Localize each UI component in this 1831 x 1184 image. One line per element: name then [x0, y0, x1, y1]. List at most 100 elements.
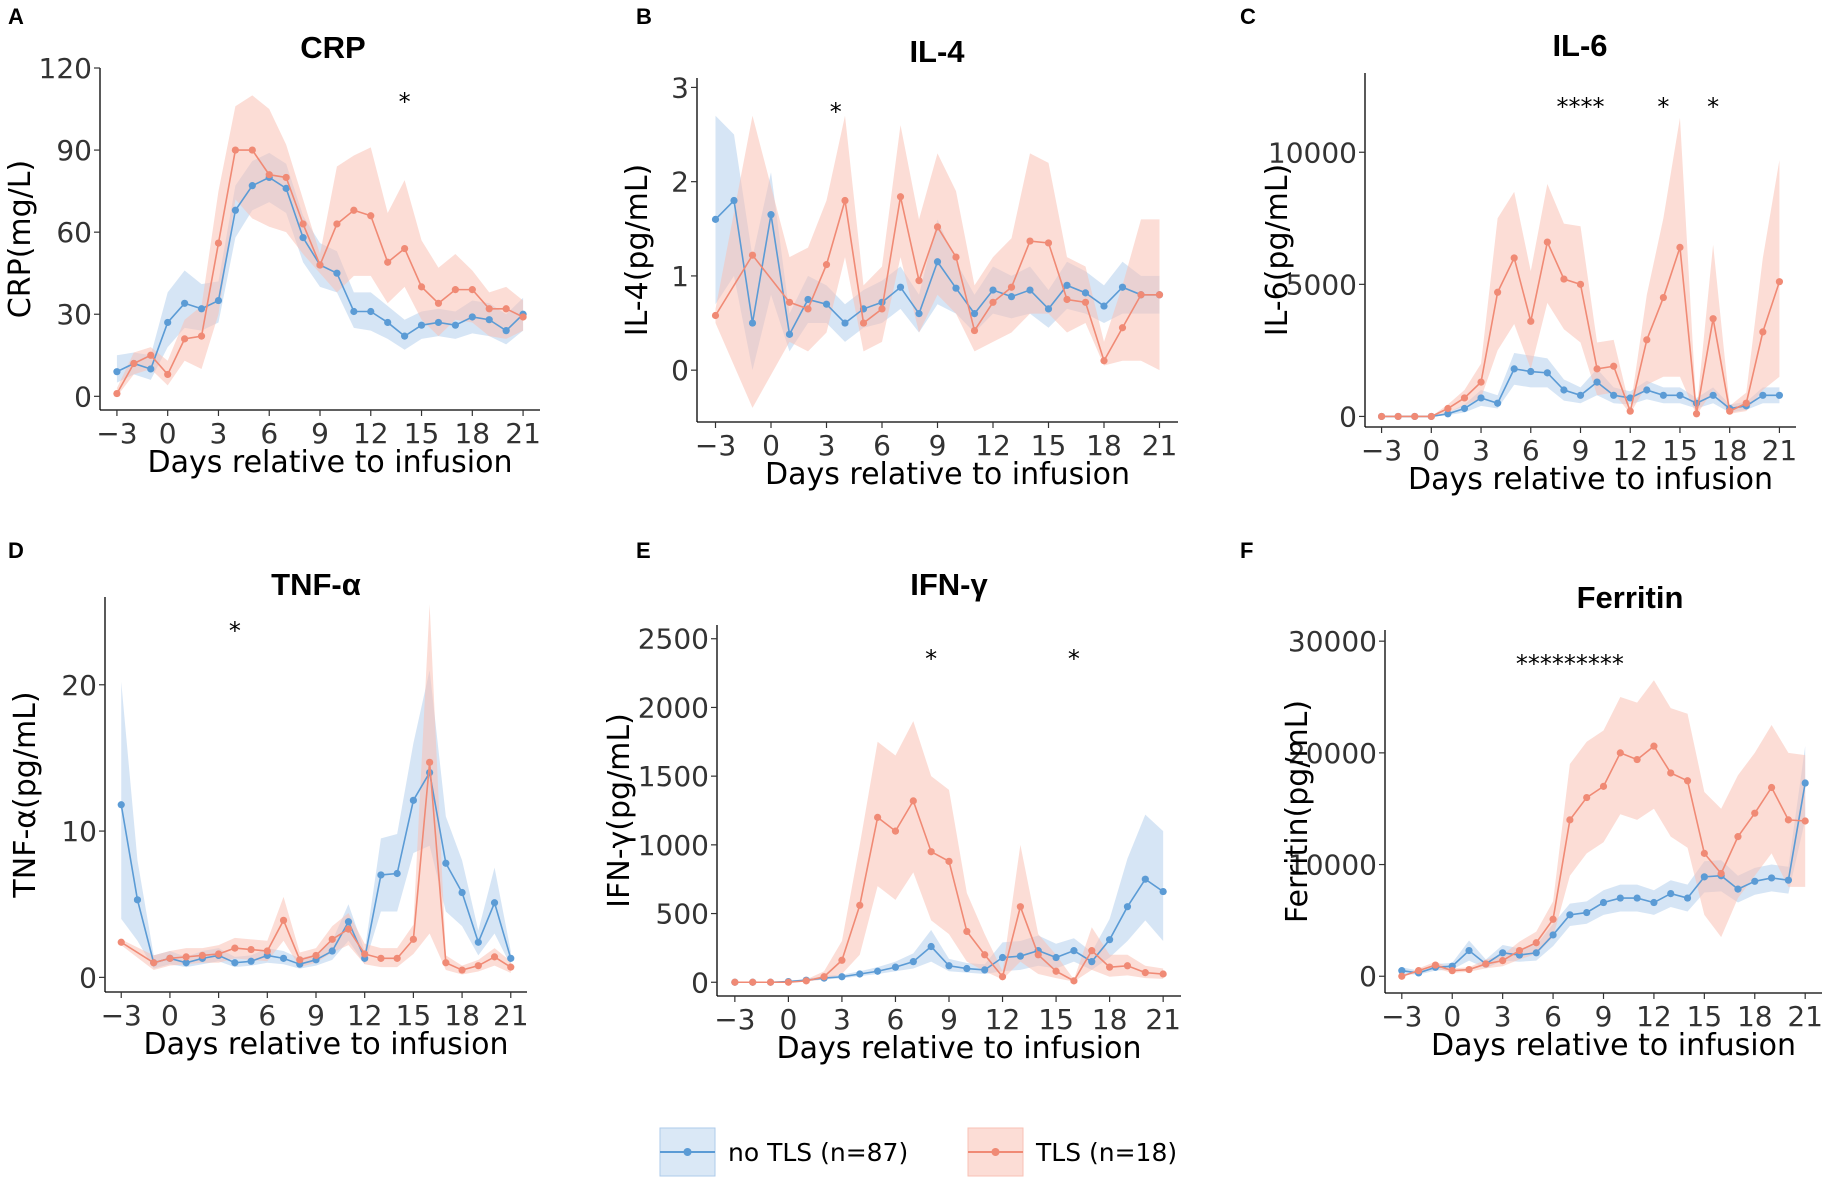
- data-point-tls: [891, 827, 900, 835]
- data-point-no-tls: [468, 313, 476, 321]
- data-point-no-tls: [1106, 936, 1114, 944]
- data-point-tls: [749, 978, 757, 986]
- data-point-tls: [1007, 283, 1016, 291]
- data-point-tls: [1593, 365, 1601, 373]
- data-point-tls: [417, 283, 426, 291]
- data-point-tls: [490, 953, 499, 961]
- data-point-no-tls: [1549, 931, 1557, 939]
- data-point-tls: [1784, 816, 1792, 824]
- x-tick-label: 18: [1737, 1000, 1773, 1033]
- data-point-tls: [1527, 317, 1535, 325]
- data-point-no-tls: [502, 327, 510, 335]
- legend-label-no-tls: no TLS (n=87): [728, 1138, 908, 1167]
- data-point-no-tls: [1527, 367, 1535, 376]
- data-point-tls: [1633, 755, 1641, 764]
- significance-stars: *: [925, 645, 937, 673]
- data-point-tls: [896, 193, 905, 201]
- x-tick-label: 9: [1595, 1000, 1613, 1033]
- data-point-tls: [502, 305, 510, 313]
- data-point-tls: [802, 977, 810, 985]
- data-point-tls: [1100, 357, 1108, 365]
- data-point-tls: [130, 359, 138, 368]
- data-point-no-tls: [915, 310, 923, 318]
- y-tick-label: 10: [61, 815, 97, 848]
- data-point-no-tls: [909, 958, 917, 966]
- data-point-tls: [1616, 749, 1624, 757]
- x-tick-label: 15: [404, 417, 440, 450]
- x-tick-label: 0: [161, 999, 179, 1032]
- data-point-no-tls: [1044, 305, 1053, 313]
- data-point-no-tls: [1643, 386, 1651, 394]
- x-tick-label: 6: [1544, 1000, 1562, 1033]
- data-point-no-tls: [963, 964, 971, 973]
- data-point-no-tls: [1610, 391, 1618, 399]
- y-tick-label: 3: [671, 71, 689, 104]
- data-point-tls: [1063, 295, 1071, 304]
- data-point-tls: [1549, 915, 1557, 923]
- y-tick-label: 2: [671, 166, 689, 199]
- data-point-no-tls: [1070, 947, 1078, 955]
- data-point-tls: [344, 925, 353, 933]
- data-point-tls: [1106, 963, 1114, 971]
- ci-band-no-tls: [121, 670, 511, 969]
- data-point-tls: [1034, 951, 1042, 959]
- chart-title: Ferritin: [1577, 580, 1684, 615]
- x-tick-label: −3: [1381, 1000, 1422, 1033]
- panel-letter: C: [1240, 4, 1256, 29]
- x-tick-label: 6: [1522, 434, 1540, 467]
- data-point-no-tls: [1016, 952, 1024, 960]
- y-tick-label: 10000: [1288, 849, 1377, 882]
- x-tick-label: 18: [1092, 1003, 1128, 1036]
- data-point-tls: [474, 962, 482, 970]
- x-tick-label: 15: [1662, 434, 1698, 467]
- y-tick-label: 60: [56, 216, 92, 249]
- x-tick-label: 9: [311, 417, 329, 450]
- data-point-no-tls: [1683, 894, 1692, 902]
- data-point-tls: [822, 261, 831, 269]
- x-tick-label: 18: [1712, 434, 1748, 467]
- x-tick-label: 9: [940, 1003, 958, 1036]
- significance-stars: *: [229, 617, 241, 645]
- data-point-no-tls: [1159, 887, 1167, 896]
- data-point-no-tls: [1751, 877, 1759, 885]
- x-tick-label: 3: [818, 429, 836, 462]
- data-point-no-tls: [927, 942, 935, 951]
- data-point-no-tls: [1599, 898, 1608, 907]
- data-point-no-tls: [1709, 391, 1717, 399]
- data-point-tls: [215, 950, 223, 958]
- data-point-tls: [981, 951, 989, 959]
- legend-label-tls: TLS (n=18): [1035, 1138, 1177, 1167]
- data-point-no-tls: [1583, 908, 1591, 917]
- data-point-tls: [164, 370, 172, 379]
- data-point-tls: [859, 319, 868, 327]
- x-axis-label: Days relative to infusion: [765, 457, 1130, 492]
- data-point-no-tls: [989, 286, 997, 294]
- x-tick-label: 21: [1787, 1000, 1823, 1033]
- data-point-no-tls: [1775, 391, 1784, 399]
- significance-stars: *: [830, 98, 842, 126]
- data-point-tls: [282, 173, 290, 182]
- data-point-tls: [265, 171, 273, 179]
- data-point-tls: [1026, 237, 1034, 245]
- data-point-tls: [841, 196, 849, 205]
- data-point-tls: [384, 258, 392, 266]
- data-point-tls: [998, 973, 1007, 981]
- data-point-tls: [1532, 939, 1540, 947]
- y-tick-label: 2000: [638, 691, 709, 724]
- data-point-tls: [1515, 946, 1524, 955]
- data-point-no-tls: [822, 300, 831, 308]
- data-point-tls: [350, 206, 358, 214]
- significance-stars: *: [1068, 645, 1080, 673]
- data-point-no-tls: [1593, 378, 1601, 386]
- ci-band-tls: [734, 721, 1164, 983]
- data-point-tls: [367, 212, 375, 220]
- data-point-no-tls: [1676, 391, 1684, 399]
- data-point-tls: [1465, 965, 1473, 974]
- data-point-tls: [909, 797, 917, 805]
- data-point-tls: [451, 286, 459, 294]
- data-point-tls: [1155, 291, 1164, 299]
- x-tick-label: 3: [1494, 1000, 1512, 1033]
- x-tick-label: 9: [307, 999, 325, 1032]
- data-point-no-tls: [133, 896, 142, 904]
